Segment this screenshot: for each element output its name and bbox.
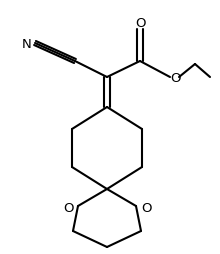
Text: O: O [63,202,73,215]
Text: O: O [171,71,181,84]
Text: O: O [141,202,151,215]
Text: O: O [135,17,145,29]
Text: N: N [22,37,32,50]
